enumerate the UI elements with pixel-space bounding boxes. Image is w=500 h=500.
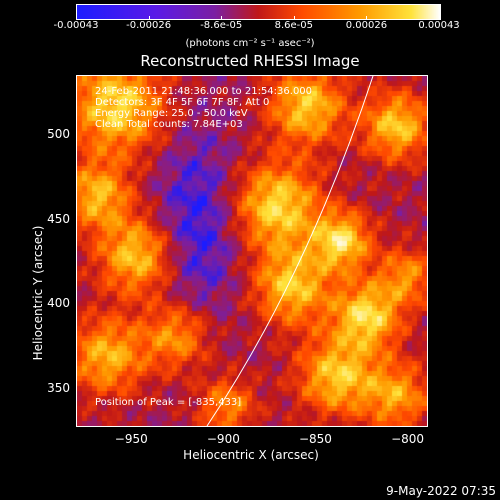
info-energy-range: Energy Range: 25.0 - 50.0 keV xyxy=(95,108,248,119)
peak-position-label: Position of Peak = [-835,433] xyxy=(95,397,242,408)
colorbar-unit: (photons cm⁻² s⁻¹ asec⁻²) xyxy=(185,38,315,49)
x-tick-label: −900 xyxy=(206,432,240,446)
info-total-counts: Clean Total counts: 7.84E+03 xyxy=(95,119,243,130)
x-tick-label: −850 xyxy=(298,432,332,446)
y-tick-label: 400 xyxy=(47,296,70,311)
chart-title: Reconstructed RHESSI Image xyxy=(140,52,360,70)
colorbar-tick-label: 0.00043 xyxy=(418,20,460,31)
x-tick-label: −950 xyxy=(114,432,148,446)
colorbar-tick-mark xyxy=(439,16,440,20)
colorbar xyxy=(76,4,441,20)
colorbar-tick-mark xyxy=(221,16,223,20)
colorbar-tick-label: -0.00043 xyxy=(53,20,99,31)
colorbar-tick-label: -0.00026 xyxy=(126,20,172,31)
plot-date-stamp: 9-May-2022 07:35 xyxy=(386,484,496,498)
y-tick-label: 500 xyxy=(47,127,70,142)
colorbar-tick-label: 8.6e-05 xyxy=(274,20,313,31)
colorbar-tick-label: -8.6e-05 xyxy=(200,20,243,31)
solar-limb-line xyxy=(206,76,374,426)
colorbar-tick-mark xyxy=(366,16,368,20)
info-time-range: 24-Feb-2011 21:48:36.000 to 21:54:36.000 xyxy=(95,86,313,97)
colorbar-tick-mark xyxy=(148,16,150,20)
y-tick-label: 350 xyxy=(47,380,70,395)
x-tick-label: −800 xyxy=(391,432,425,446)
x-axis-label: Heliocentric X (arcsec) xyxy=(183,448,319,462)
y-axis-label: Heliocentric Y (arcsec) xyxy=(31,225,45,361)
colorbar-tick-label: 0.00026 xyxy=(345,20,388,31)
heatmap-image xyxy=(77,76,427,426)
colorbar-tick-mark xyxy=(293,16,295,20)
plot-area: 24-Feb-2011 21:48:36.000 to 21:54:36.000… xyxy=(76,75,428,427)
colorbar-tick-mark xyxy=(76,16,77,20)
info-detectors: Detectors: 3F 4F 5F 6F 7F 8F, Att 0 xyxy=(95,97,270,108)
y-tick-label: 450 xyxy=(47,211,70,226)
